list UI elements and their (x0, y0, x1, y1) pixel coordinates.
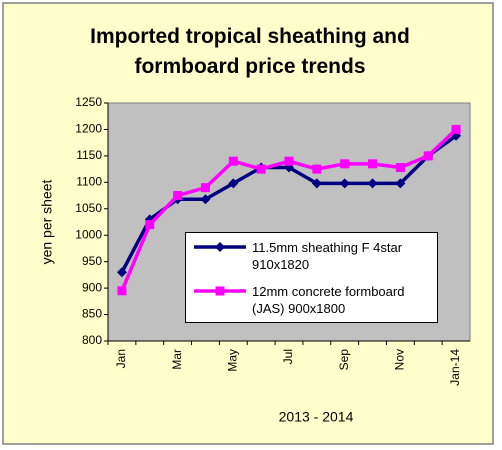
x-tick-label: Jan (114, 349, 128, 368)
legend-entry: 12mm concrete formboard (JAS) 900x1800 (192, 283, 427, 317)
marker (215, 286, 225, 296)
marker (116, 267, 127, 278)
y-tick-label: 1200 (75, 122, 102, 136)
legend-entry: 11.5mm sheathing F 4star 910x1820 (192, 239, 427, 273)
x-tick-label: Sep (337, 349, 351, 371)
legend: 11.5mm sheathing F 4star 910x1820 12mm co… (185, 232, 438, 323)
marker (395, 163, 405, 173)
y-tick-label: 900 (82, 280, 102, 294)
y-tick-label: 1050 (75, 201, 102, 215)
y-tick-label: 1150 (76, 148, 102, 162)
marker (117, 286, 127, 296)
legend-swatch (194, 286, 246, 296)
marker (200, 194, 211, 205)
y-tick-label: 850 (82, 307, 102, 321)
marker (311, 178, 322, 189)
marker (312, 164, 322, 174)
y-tick-label: 1250 (75, 95, 102, 109)
marker (368, 159, 378, 169)
marker (228, 156, 238, 166)
marker (423, 151, 433, 161)
y-axis-label: yen per sheet (39, 179, 55, 264)
legend-label: 12mm concrete formboard (JAS) 900x1800 (252, 284, 405, 316)
y-tick-label: 1100 (76, 175, 102, 189)
marker (340, 159, 350, 169)
marker (228, 178, 239, 189)
marker (145, 220, 155, 230)
marker (215, 242, 225, 252)
marker (200, 183, 210, 193)
x-tick-label: Jul (281, 349, 295, 364)
marker (284, 156, 294, 166)
x-tick-label: May (225, 349, 239, 372)
marker (395, 178, 406, 189)
x-tick-label: Mar (170, 349, 184, 370)
legend-label: 11.5mm sheathing F 4star 910x1820 (252, 240, 403, 272)
marker (451, 124, 461, 134)
y-tick-label: 1000 (75, 227, 102, 241)
x-tick-label: Nov (393, 349, 407, 370)
y-tick-label: 950 (82, 254, 102, 268)
marker (339, 178, 350, 189)
marker (173, 191, 183, 201)
chart-title: Imported tropical sheathing and formboar… (90, 25, 410, 78)
y-tick-label: 800 (82, 333, 102, 347)
marker (256, 164, 266, 174)
marker (367, 178, 378, 189)
x-tick-label: Jan-14 (448, 349, 462, 386)
x-axis-label: 2013 - 2014 (279, 409, 354, 425)
legend-swatch (194, 242, 246, 252)
